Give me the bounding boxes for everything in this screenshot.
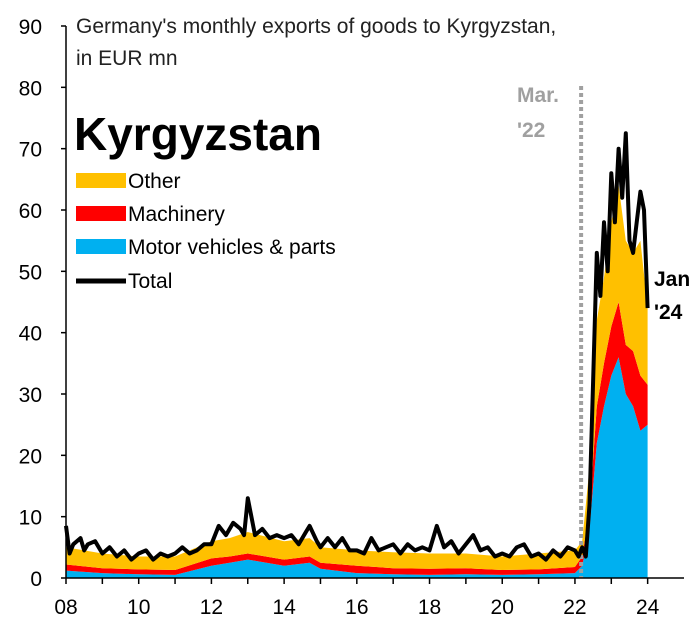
annotation-jan24-line-1: Jan — [654, 268, 690, 291]
x-tick-label: 20 — [491, 596, 514, 619]
legend: Other Machinery Motor vehicles & parts T… — [76, 170, 336, 293]
legend-swatch-machinery — [76, 206, 126, 221]
y-tick-label: 90 — [19, 16, 42, 39]
series-line-total — [64, 131, 650, 562]
x-tick-label: 24 — [636, 596, 660, 619]
x-tick-label: 08 — [54, 596, 77, 619]
axes: 08 10 12 14 16 18 20 22 24 0 10 20 30 40 50 60 70 80 90 — [19, 16, 684, 619]
y-tick-label: 40 — [19, 323, 42, 346]
legend-label-machinery: Machinery — [128, 203, 225, 226]
stacked-areas — [66, 185, 648, 578]
y-tick-label: 0 — [30, 568, 42, 591]
x-tick-label: 14 — [272, 596, 296, 619]
x-tick-label: 18 — [418, 596, 441, 619]
y-tick-label: 80 — [19, 77, 42, 100]
legend-label-motor-vehicles: Motor vehicles & parts — [128, 236, 336, 259]
y-tick-label: 20 — [19, 445, 42, 468]
annotation-mar22-line-1: Mar. — [517, 84, 559, 107]
y-tick-label: 50 — [19, 261, 42, 284]
area-machinery — [66, 302, 648, 575]
legend-swatch-motor-vehicles — [76, 239, 126, 254]
y-tick-label: 70 — [19, 139, 42, 162]
legend-label-other: Other — [128, 170, 181, 193]
annotation-jan24-line-2: '24 — [654, 301, 683, 324]
annotation-mar22-line-2: '22 — [517, 119, 545, 142]
x-tick-label: 16 — [345, 596, 368, 619]
area-motor-vehicles-parts — [66, 357, 648, 578]
x-tick-label: 10 — [127, 596, 150, 619]
total-line-layer — [64, 131, 650, 562]
legend-label-total: Total — [128, 270, 172, 293]
y-tick-label: 60 — [19, 200, 42, 223]
x-tick-label: 12 — [200, 596, 223, 619]
y-tick-label: 30 — [19, 384, 42, 407]
x-tick-label: 22 — [563, 596, 586, 619]
chart-title-line-1: Germany's monthly exports of goods to Ky… — [76, 15, 556, 38]
panel-title: Kyrgyzstan — [74, 108, 322, 160]
y-tick-label: 10 — [19, 507, 42, 530]
legend-swatch-other — [76, 173, 126, 188]
chart-title-line-2: in EUR mn — [76, 47, 178, 70]
